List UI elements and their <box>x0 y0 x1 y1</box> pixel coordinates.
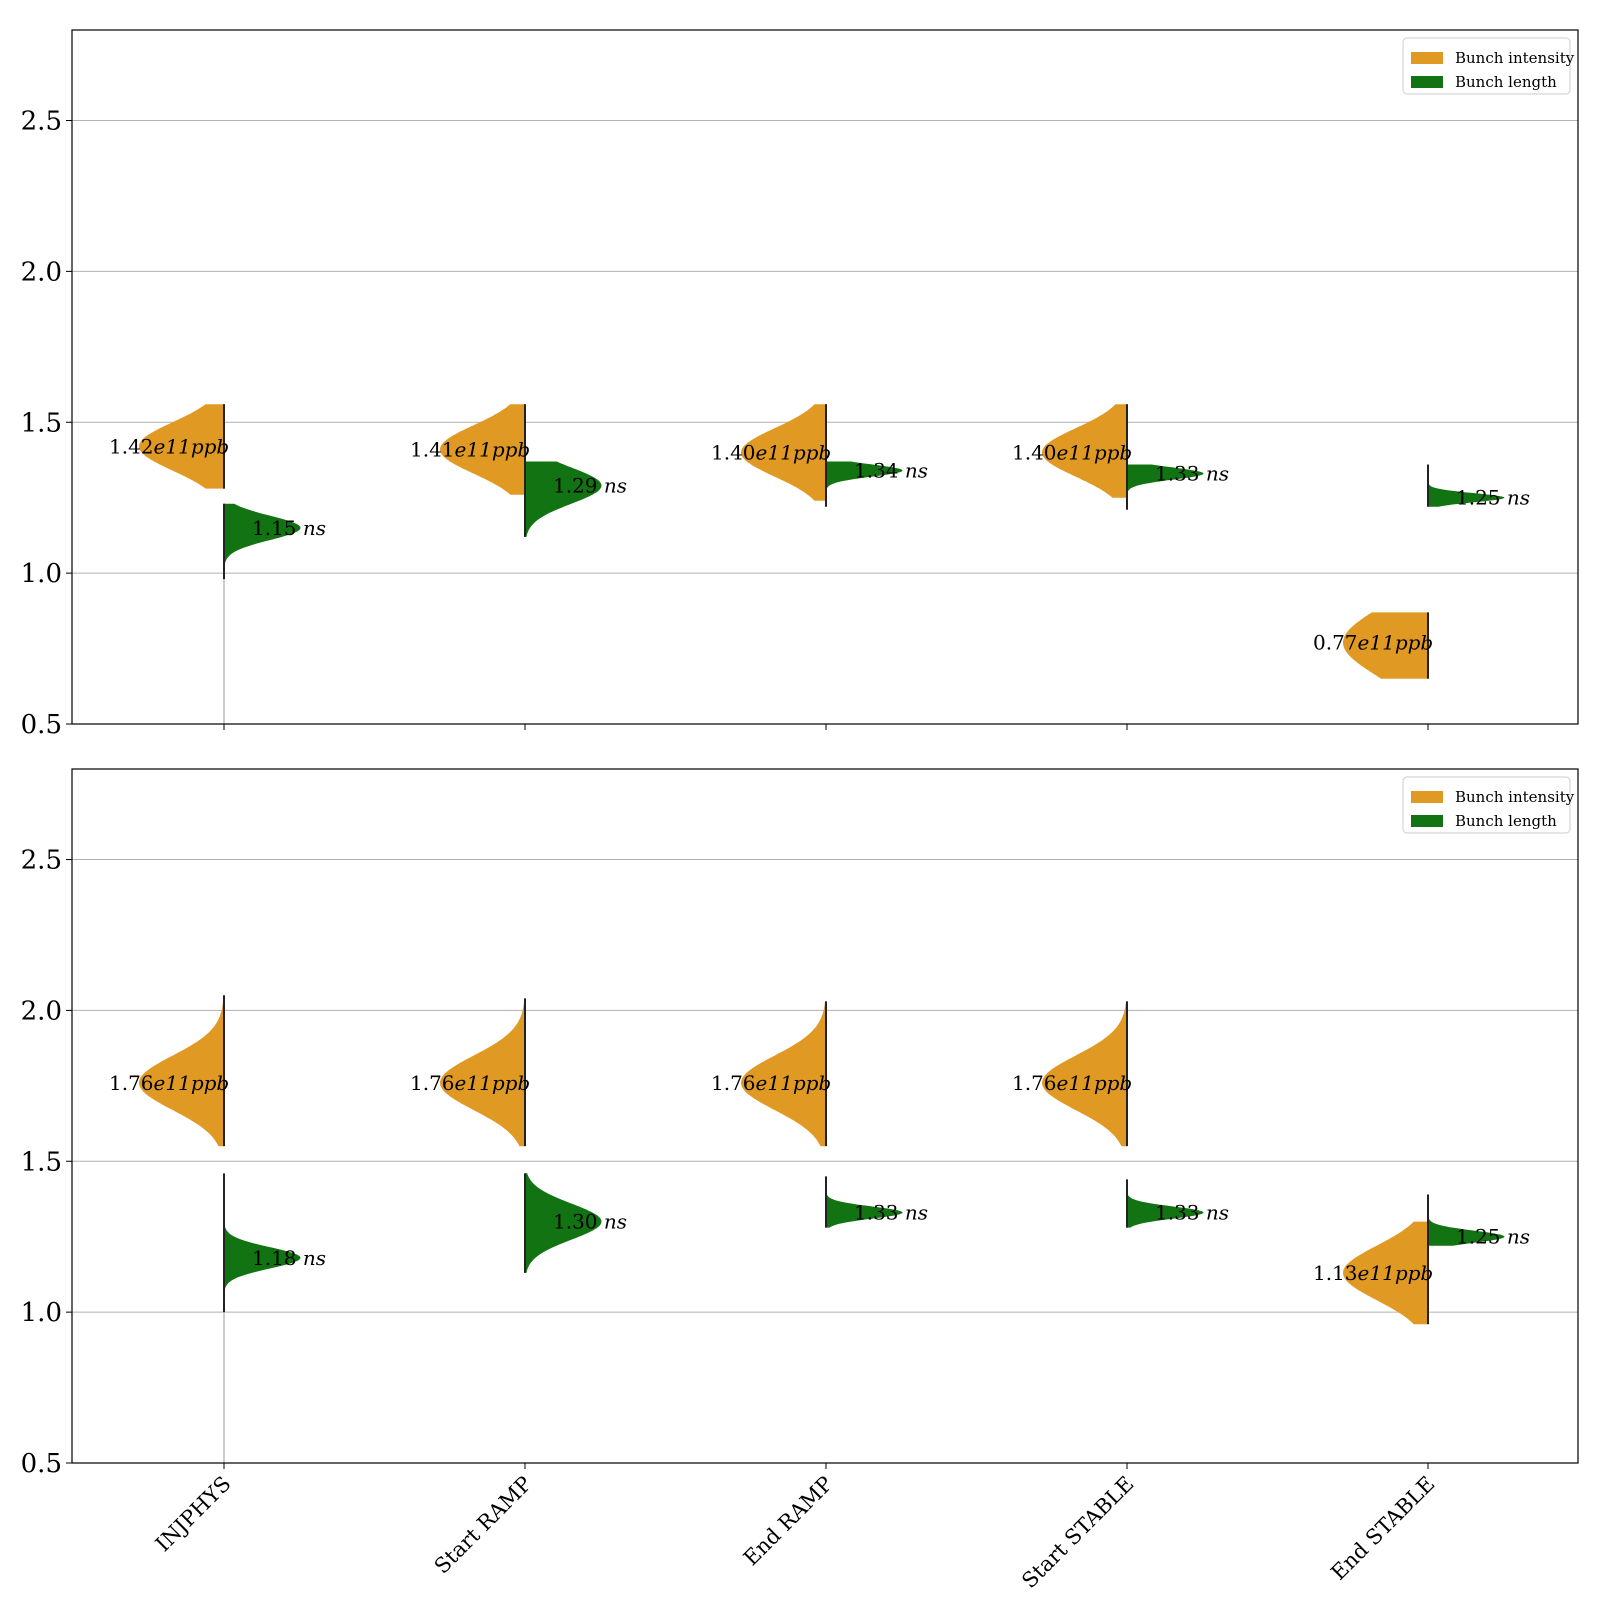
legend-swatch-length <box>1411 76 1443 88</box>
plot-frame <box>71 29 1579 725</box>
intensity-value-label: 1.41e11ppb <box>410 437 530 461</box>
length-violin-4 <box>1428 464 1505 507</box>
length-violin-3 <box>1127 1179 1204 1228</box>
length-value-label: 1.30 ns <box>553 1210 627 1234</box>
y-tick-label: 1.5 <box>21 1147 62 1177</box>
legend-label: Bunch intensity <box>1455 49 1575 67</box>
bottom-panel: 0.5 1.0 1.5 2.0 2.5 1.76e11ppb 1.76e11ppb 1.76e… <box>21 768 1579 1479</box>
intensity-value-label: 1.42e11ppb <box>109 434 229 458</box>
length-value-label: 1.25 ns <box>1456 1225 1530 1249</box>
intensity-violin-3 <box>1042 1001 1127 1147</box>
intensity-value-label: 1.40e11ppb <box>1012 440 1132 464</box>
length-violin-4 <box>1428 1194 1505 1246</box>
y-tick-label: 2.5 <box>21 107 62 137</box>
length-value-label: 1.18 ns <box>252 1246 326 1270</box>
length-violin-0 <box>224 503 301 580</box>
top-panel: 0.5 1.0 1.5 2.0 2.5 1.42e11ppb 1.41e11ppb 1.40e… <box>21 29 1579 740</box>
intensity-violin-1 <box>440 404 525 495</box>
intensity-violin-0 <box>139 404 224 489</box>
y-tick-label: 1.0 <box>21 559 62 589</box>
y-tick-label: 2.5 <box>21 846 62 876</box>
x-category-label: INJPHYS <box>151 1472 236 1557</box>
x-category-label: Start RAMP <box>430 1472 537 1579</box>
intensity-violin-4 <box>1343 1221 1428 1325</box>
length-value-label: 1.33 ns <box>1155 1201 1229 1225</box>
legend-label: Bunch length <box>1455 73 1557 91</box>
y-tick-label: 2.0 <box>21 257 62 287</box>
legend-swatch-length <box>1411 815 1443 827</box>
length-value-label: 1.25 ns <box>1456 486 1530 510</box>
length-violin-1 <box>525 1173 602 1273</box>
length-value-label: 1.33 ns <box>854 1201 928 1225</box>
length-value-label: 1.34 ns <box>854 459 928 483</box>
legend-box <box>1402 37 1571 95</box>
intensity-violin-4 <box>1343 612 1428 679</box>
intensity-value-label: 1.76e11ppb <box>711 1071 831 1095</box>
legend-label: Bunch intensity <box>1455 788 1575 806</box>
intensity-violin-2 <box>741 1001 826 1147</box>
length-violin-1 <box>525 461 602 537</box>
intensity-violin-2 <box>741 404 826 501</box>
intensity-violin-1 <box>440 998 525 1147</box>
legend-swatch-intensity <box>1411 52 1443 64</box>
length-violin-2 <box>826 461 903 507</box>
intensity-violin-0 <box>139 995 224 1147</box>
y-tick-label: 2.0 <box>21 996 62 1026</box>
length-violin-3 <box>1127 464 1204 510</box>
length-value-label: 1.33 ns <box>1155 462 1229 486</box>
intensity-value-label: 0.77e11ppb <box>1313 631 1433 655</box>
legend: Bunch intensity Bunch length <box>1402 776 1575 834</box>
plot-frame <box>71 768 1579 1464</box>
intensity-value-label: 1.76e11ppb <box>1012 1071 1132 1095</box>
length-violin-2 <box>826 1176 903 1228</box>
x-axis-category-labels: INJPHYS Start RAMP End RAMP Start STABLE End… <box>151 1472 1440 1593</box>
intensity-value-label: 1.76e11ppb <box>109 1071 229 1095</box>
x-category-label: End RAMP <box>739 1472 838 1571</box>
intensity-value-label: 1.40e11ppb <box>711 440 831 464</box>
intensity-value-label: 1.76e11ppb <box>410 1071 530 1095</box>
intensity-value-label: 1.13e11ppb <box>1313 1261 1433 1285</box>
y-tick-label: 0.5 <box>21 1449 62 1479</box>
y-tick-label: 1.0 <box>21 1298 62 1328</box>
length-violin-0 <box>224 1173 301 1313</box>
legend-label: Bunch length <box>1455 812 1557 830</box>
x-category-label: End STABLE <box>1326 1472 1439 1585</box>
y-tick-label: 1.5 <box>21 408 62 438</box>
legend-swatch-intensity <box>1411 791 1443 803</box>
legend: Bunch intensity Bunch length <box>1402 37 1575 95</box>
y-tick-label: 0.5 <box>21 710 62 740</box>
length-value-label: 1.15 ns <box>252 516 326 540</box>
intensity-violin-3 <box>1042 404 1127 498</box>
x-category-label: Start STABLE <box>1017 1472 1138 1593</box>
length-value-label: 1.29 ns <box>553 474 627 498</box>
legend-box <box>1402 776 1571 834</box>
